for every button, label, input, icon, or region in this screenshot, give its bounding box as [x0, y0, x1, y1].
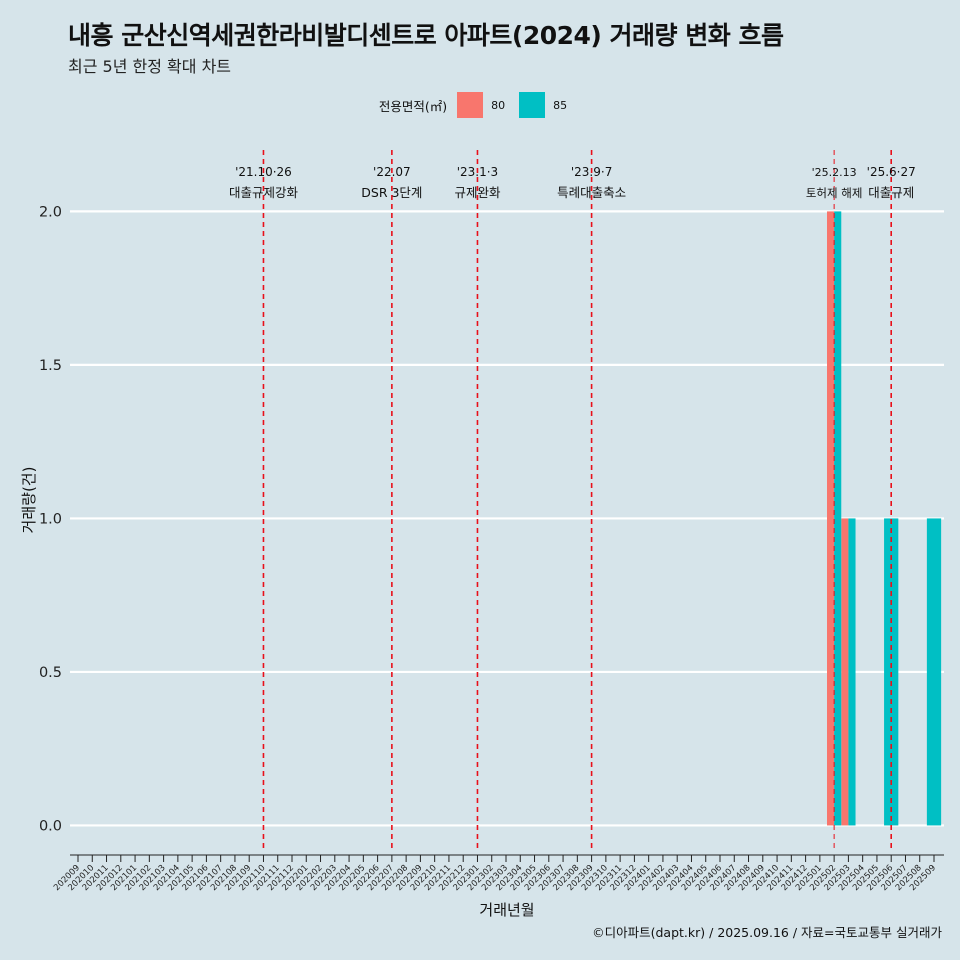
chart-title: 내흥 군산신역세권한라비발디센트로 아파트(2024) 거래량 변화 흐름	[68, 21, 784, 50]
legend-title: 전용면적(㎡)	[378, 98, 448, 114]
bar-85-202509	[926, 518, 942, 826]
bar-85-202506	[884, 518, 899, 826]
event-date: '25.6·27	[867, 165, 916, 179]
event-label: DSR 3단계	[361, 185, 422, 200]
bar-85-202503	[848, 518, 856, 826]
y-tick-label: 2.0	[39, 204, 62, 220]
source-caption: ©디아파트(dapt.kr) / 2025.09.16 / 자료=국토교통부 실…	[592, 925, 942, 940]
bar-80-202502	[827, 211, 835, 826]
event-label: 토허제 해제	[806, 186, 863, 200]
x-axis-title: 거래년월	[479, 901, 534, 919]
y-tick-label: 0.0	[39, 818, 62, 834]
bar-80-202503	[841, 518, 849, 826]
legend-label-85: 85	[553, 98, 568, 112]
event-label: 대출규제강화	[229, 185, 299, 200]
bar-85-202502	[834, 211, 842, 826]
legend-swatch-80	[457, 92, 484, 118]
legend-label-80: 80	[491, 98, 506, 112]
event-label: 규제완화	[454, 185, 501, 200]
legend-swatch-85	[519, 92, 546, 118]
event-date: '23.1·3	[457, 165, 498, 179]
event-date: '22.07	[373, 165, 411, 179]
y-tick-label: 0.5	[39, 665, 62, 681]
y-axis-title: 거래량(건)	[20, 467, 38, 534]
event-label: 대출규제	[868, 185, 914, 200]
chart-subtitle: 최근 5년 한정 확대 차트	[68, 57, 232, 76]
y-tick-label: 1.5	[39, 358, 62, 374]
legend: 전용면적(㎡) 80 85	[0, 92, 960, 118]
event-date: '25.2.13	[812, 166, 857, 179]
event-date: '21.10·26	[235, 165, 292, 179]
event-date: '23.9·7	[571, 165, 612, 179]
event-label: 특례대출축소	[557, 185, 626, 200]
y-tick-label: 1.0	[39, 511, 62, 527]
